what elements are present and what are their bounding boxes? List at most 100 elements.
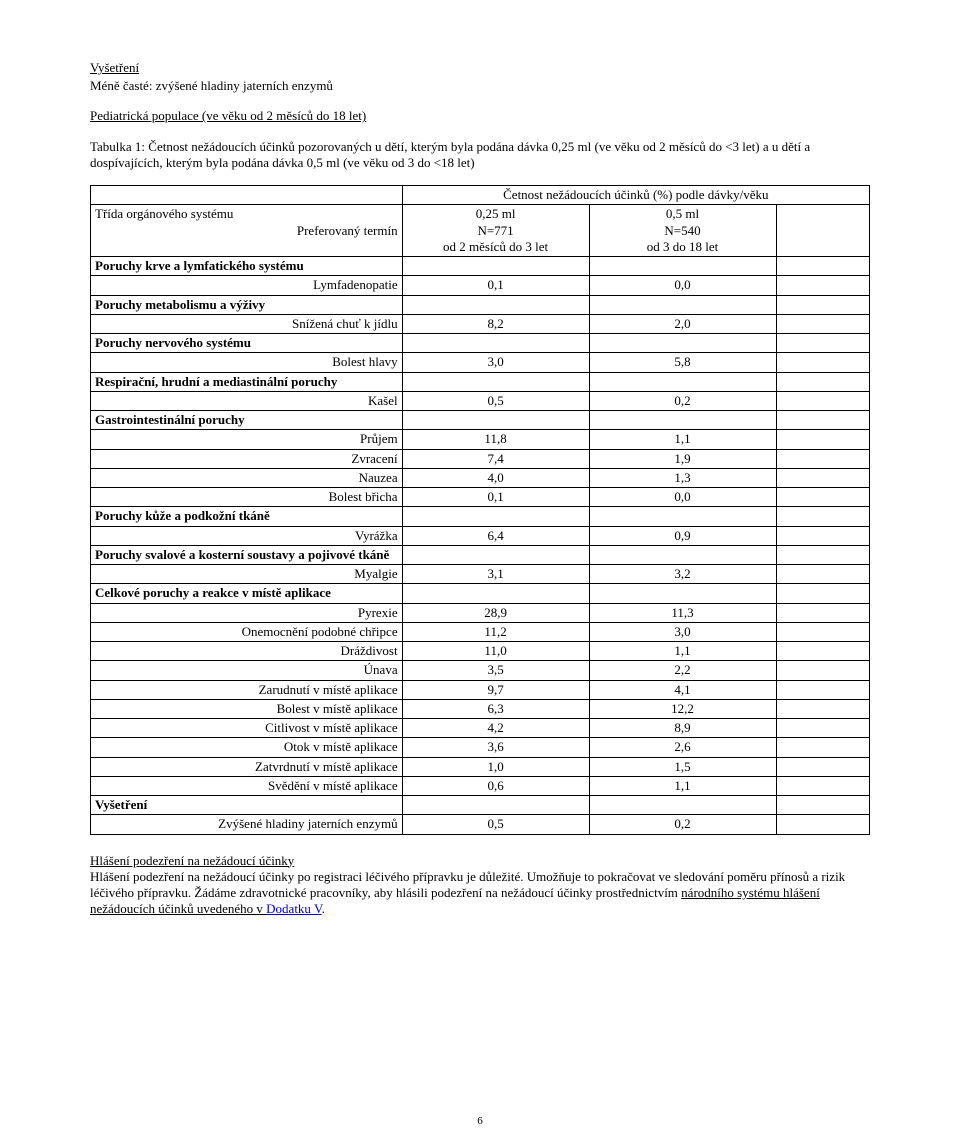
row-label: Poruchy nervového systému <box>91 334 403 353</box>
row-value-b <box>589 411 776 430</box>
table-row: Bolest hlavy3,05,8 <box>91 353 870 372</box>
row-value-a <box>402 796 589 815</box>
row-empty-c <box>776 757 870 776</box>
table-row: Zatvrdnutí v místě aplikace1,01,5 <box>91 757 870 776</box>
row-value-b: 2,2 <box>589 661 776 680</box>
row-value-b: 2,6 <box>589 738 776 757</box>
row-value-b: 5,8 <box>589 353 776 372</box>
row-value-a: 4,2 <box>402 719 589 738</box>
row-empty-c <box>776 680 870 699</box>
table-row: Poruchy metabolismu a výživy <box>91 295 870 314</box>
row-value-a <box>402 257 589 276</box>
row-label: Snížená chuť k jídlu <box>91 314 403 333</box>
heading-pediatric: Pediatrická populace (ve věku od 2 měsíc… <box>90 108 870 124</box>
row-empty-c <box>776 719 870 738</box>
row-value-a <box>402 372 589 391</box>
footer-heading-text: Hlášení podezření na nežádoucí účinky <box>90 853 294 868</box>
table-row: Průjem11,81,1 <box>91 430 870 449</box>
row-empty-c <box>776 372 870 391</box>
table-row: Myalgie3,13,2 <box>91 565 870 584</box>
table-row: Dráždivost11,01,1 <box>91 642 870 661</box>
row-value-a: 28,9 <box>402 603 589 622</box>
row-empty-c <box>776 411 870 430</box>
table-header-row-1: Četnost nežádoucích účinků (%) podle dáv… <box>91 186 870 205</box>
row-value-b: 0,0 <box>589 488 776 507</box>
row-empty-c <box>776 276 870 295</box>
row-value-b: 0,0 <box>589 276 776 295</box>
row-empty-c <box>776 661 870 680</box>
header-label-1: Třída orgánového systému <box>95 206 233 221</box>
table-caption: Tabulka 1: Četnost nežádoucích účinků po… <box>90 139 870 172</box>
table-row: Gastrointestinální poruchy <box>91 411 870 430</box>
table-row: Bolest v místě aplikace6,312,2 <box>91 699 870 718</box>
row-value-a: 7,4 <box>402 449 589 468</box>
row-empty-c <box>776 507 870 526</box>
row-value-a: 9,7 <box>402 680 589 699</box>
row-label: Poruchy krve a lymfatického systému <box>91 257 403 276</box>
row-value-a: 4,0 <box>402 468 589 487</box>
row-value-a: 3,5 <box>402 661 589 680</box>
row-label: Bolest břicha <box>91 488 403 507</box>
page-number: 6 <box>0 1115 960 1127</box>
header-label-cell: Třída orgánového systému Preferovaný ter… <box>91 205 403 257</box>
row-value-a: 0,1 <box>402 488 589 507</box>
adverse-events-table: Četnost nežádoucích účinků (%) podle dáv… <box>90 185 870 835</box>
row-value-b: 3,2 <box>589 565 776 584</box>
row-empty-c <box>776 430 870 449</box>
row-value-a: 3,0 <box>402 353 589 372</box>
row-empty-c <box>776 699 870 718</box>
row-empty-c <box>776 738 870 757</box>
row-value-b: 0,9 <box>589 526 776 545</box>
row-label: Poruchy kůže a podkožní tkáně <box>91 507 403 526</box>
row-value-a <box>402 545 589 564</box>
header-col-c <box>776 205 870 257</box>
footer-body: Hlášení podezření na nežádoucí účinky po… <box>90 869 870 918</box>
row-empty-c <box>776 449 870 468</box>
row-label: Poruchy svalové a kosterní soustavy a po… <box>91 545 403 564</box>
table-row: Otok v místě aplikace3,62,6 <box>91 738 870 757</box>
row-label: Svědění v místě aplikace <box>91 776 403 795</box>
row-empty-c <box>776 545 870 564</box>
row-label: Zatvrdnutí v místě aplikace <box>91 757 403 776</box>
row-label: Dráždivost <box>91 642 403 661</box>
row-value-b: 11,3 <box>589 603 776 622</box>
header-col-b: 0,5 ml N=540 od 3 do 18 let <box>589 205 776 257</box>
row-value-b: 1,1 <box>589 776 776 795</box>
table-row: Respirační, hrudní a mediastinální poruc… <box>91 372 870 391</box>
table-row: Celkové poruchy a reakce v místě aplikac… <box>91 584 870 603</box>
footer-heading: Hlášení podezření na nežádoucí účinky <box>90 853 870 869</box>
table-header-row-2: Třída orgánového systému Preferovaný ter… <box>91 205 870 257</box>
row-value-a: 11,8 <box>402 430 589 449</box>
row-empty-c <box>776 584 870 603</box>
table-row: Nauzea4,01,3 <box>91 468 870 487</box>
row-value-b: 3,0 <box>589 622 776 641</box>
table-row: Zarudnutí v místě aplikace9,74,1 <box>91 680 870 699</box>
page: Vyšetření Méně časté: zvýšené hladiny ja… <box>0 0 960 1145</box>
row-empty-c <box>776 391 870 410</box>
row-value-a <box>402 584 589 603</box>
row-value-b: 2,0 <box>589 314 776 333</box>
table-row: Zvýšené hladiny jaterních enzymů0,50,2 <box>91 815 870 834</box>
table-row: Poruchy nervového systému <box>91 334 870 353</box>
row-empty-c <box>776 815 870 834</box>
row-label: Vyrážka <box>91 526 403 545</box>
table-row: Lymfadenopatie0,10,0 <box>91 276 870 295</box>
row-label: Zvýšené hladiny jaterních enzymů <box>91 815 403 834</box>
row-value-b: 1,9 <box>589 449 776 468</box>
table-row: Bolest břicha0,10,0 <box>91 488 870 507</box>
table-row: Citlivost v místě aplikace4,28,9 <box>91 719 870 738</box>
row-empty-c <box>776 526 870 545</box>
row-value-a <box>402 507 589 526</box>
row-value-a <box>402 295 589 314</box>
intro-line-1: Méně časté: zvýšené hladiny jaterních en… <box>90 78 870 94</box>
row-label: Vyšetření <box>91 796 403 815</box>
row-value-a: 0,5 <box>402 815 589 834</box>
col-a-line-2: od 2 měsíců do 3 let <box>443 239 548 254</box>
table-row: Pyrexie28,911,3 <box>91 603 870 622</box>
col-a-line-1: N=771 <box>477 223 513 238</box>
col-b-line-1: N=540 <box>664 223 700 238</box>
row-value-a: 6,4 <box>402 526 589 545</box>
appendix-link[interactable]: Dodatku V <box>266 901 322 916</box>
row-value-b: 1,1 <box>589 430 776 449</box>
row-value-b <box>589 584 776 603</box>
